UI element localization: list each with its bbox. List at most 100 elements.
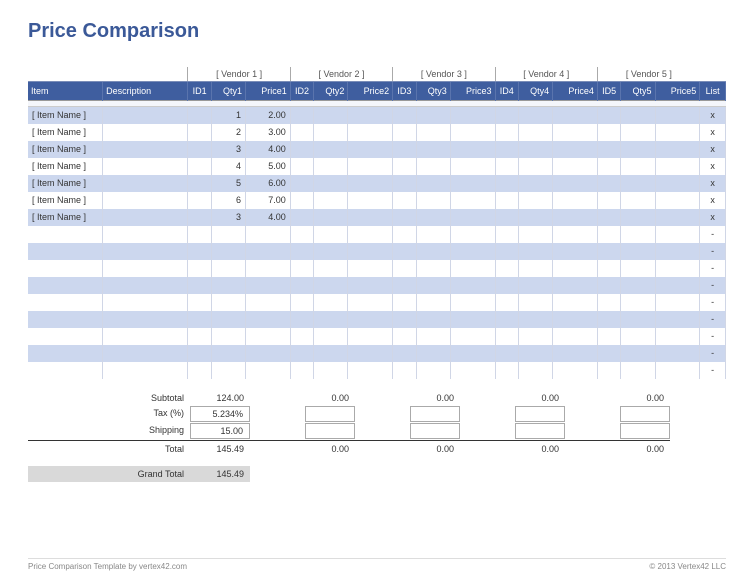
- cell-price2[interactable]: [348, 345, 393, 362]
- cell-price4[interactable]: [553, 226, 598, 243]
- cell-id5[interactable]: [597, 141, 620, 158]
- cell-price2[interactable]: [348, 362, 393, 379]
- cell-price3[interactable]: [450, 141, 495, 158]
- cell-id3[interactable]: [393, 141, 416, 158]
- cell-qty4[interactable]: [519, 226, 553, 243]
- cell-id2[interactable]: [290, 209, 313, 226]
- shipping-v1[interactable]: 15.00: [190, 423, 250, 439]
- cell-qty5[interactable]: [621, 209, 655, 226]
- cell-qty4[interactable]: [519, 277, 553, 294]
- cell-qty4[interactable]: [519, 260, 553, 277]
- cell-price4[interactable]: [553, 311, 598, 328]
- cell-price1[interactable]: [246, 294, 291, 311]
- cell-price5[interactable]: [655, 260, 700, 277]
- cell-id4[interactable]: [495, 141, 518, 158]
- cell-qty5[interactable]: [621, 294, 655, 311]
- cell-id1[interactable]: [188, 175, 211, 192]
- cell-item[interactable]: [ Item Name ]: [28, 209, 103, 226]
- tax-v2[interactable]: [305, 406, 355, 422]
- cell-price2[interactable]: [348, 226, 393, 243]
- cell-id4[interactable]: [495, 175, 518, 192]
- cell-id2[interactable]: [290, 175, 313, 192]
- table-row[interactable]: -: [28, 362, 726, 379]
- cell-item[interactable]: [28, 294, 103, 311]
- cell-price1[interactable]: [246, 345, 291, 362]
- cell-id2[interactable]: [290, 260, 313, 277]
- cell-price3[interactable]: [450, 124, 495, 141]
- cell-id2[interactable]: [290, 158, 313, 175]
- cell-qty2[interactable]: [314, 328, 348, 345]
- cell-price1[interactable]: 7.00: [246, 192, 291, 209]
- cell-id5[interactable]: [597, 311, 620, 328]
- cell-id2[interactable]: [290, 124, 313, 141]
- cell-price3[interactable]: [450, 328, 495, 345]
- cell-price3[interactable]: [450, 175, 495, 192]
- cell-price5[interactable]: [655, 124, 700, 141]
- cell-qty2[interactable]: [314, 311, 348, 328]
- cell-price4[interactable]: [553, 294, 598, 311]
- cell-id2[interactable]: [290, 294, 313, 311]
- cell-price5[interactable]: [655, 294, 700, 311]
- cell-id4[interactable]: [495, 158, 518, 175]
- cell-qty2[interactable]: [314, 141, 348, 158]
- cell-price4[interactable]: [553, 107, 598, 124]
- cell-qty1[interactable]: [211, 328, 245, 345]
- cell-id2[interactable]: [290, 277, 313, 294]
- cell-id4[interactable]: [495, 192, 518, 209]
- cell-price4[interactable]: [553, 328, 598, 345]
- table-row[interactable]: -: [28, 345, 726, 362]
- cell-id3[interactable]: [393, 124, 416, 141]
- cell-item[interactable]: [28, 260, 103, 277]
- cell-qty5[interactable]: [621, 175, 655, 192]
- cell-price1[interactable]: 4.00: [246, 141, 291, 158]
- cell-id5[interactable]: [597, 192, 620, 209]
- cell-price5[interactable]: [655, 141, 700, 158]
- shipping-v4[interactable]: [515, 423, 565, 439]
- cell-desc[interactable]: [103, 362, 188, 379]
- cell-price3[interactable]: [450, 277, 495, 294]
- table-row[interactable]: [ Item Name ]12.00x: [28, 107, 726, 124]
- cell-price5[interactable]: [655, 328, 700, 345]
- cell-id3[interactable]: [393, 260, 416, 277]
- cell-qty3[interactable]: [416, 277, 450, 294]
- cell-list[interactable]: x: [700, 141, 726, 158]
- tax-rate[interactable]: 5.234%: [190, 406, 250, 422]
- cell-desc[interactable]: [103, 226, 188, 243]
- cell-id5[interactable]: [597, 158, 620, 175]
- cell-qty3[interactable]: [416, 311, 450, 328]
- cell-qty4[interactable]: [519, 107, 553, 124]
- cell-price3[interactable]: [450, 260, 495, 277]
- cell-qty3[interactable]: [416, 362, 450, 379]
- cell-qty5[interactable]: [621, 141, 655, 158]
- cell-qty2[interactable]: [314, 192, 348, 209]
- cell-price2[interactable]: [348, 158, 393, 175]
- cell-price2[interactable]: [348, 175, 393, 192]
- cell-qty3[interactable]: [416, 345, 450, 362]
- table-row[interactable]: [ Item Name ]23.00x: [28, 124, 726, 141]
- cell-qty2[interactable]: [314, 175, 348, 192]
- cell-price5[interactable]: [655, 158, 700, 175]
- cell-price1[interactable]: [246, 311, 291, 328]
- cell-qty4[interactable]: [519, 243, 553, 260]
- cell-desc[interactable]: [103, 124, 188, 141]
- cell-qty4[interactable]: [519, 311, 553, 328]
- cell-qty2[interactable]: [314, 260, 348, 277]
- cell-list[interactable]: -: [700, 226, 726, 243]
- cell-price3[interactable]: [450, 345, 495, 362]
- cell-price2[interactable]: [348, 141, 393, 158]
- cell-price5[interactable]: [655, 277, 700, 294]
- cell-qty3[interactable]: [416, 294, 450, 311]
- cell-qty2[interactable]: [314, 209, 348, 226]
- cell-qty1[interactable]: 4: [211, 158, 245, 175]
- cell-qty3[interactable]: [416, 226, 450, 243]
- cell-qty1[interactable]: [211, 260, 245, 277]
- cell-qty1[interactable]: [211, 362, 245, 379]
- cell-qty3[interactable]: [416, 124, 450, 141]
- cell-id1[interactable]: [188, 260, 211, 277]
- cell-price2[interactable]: [348, 124, 393, 141]
- cell-price1[interactable]: [246, 328, 291, 345]
- cell-price2[interactable]: [348, 107, 393, 124]
- cell-id5[interactable]: [597, 277, 620, 294]
- cell-qty5[interactable]: [621, 345, 655, 362]
- cell-id2[interactable]: [290, 107, 313, 124]
